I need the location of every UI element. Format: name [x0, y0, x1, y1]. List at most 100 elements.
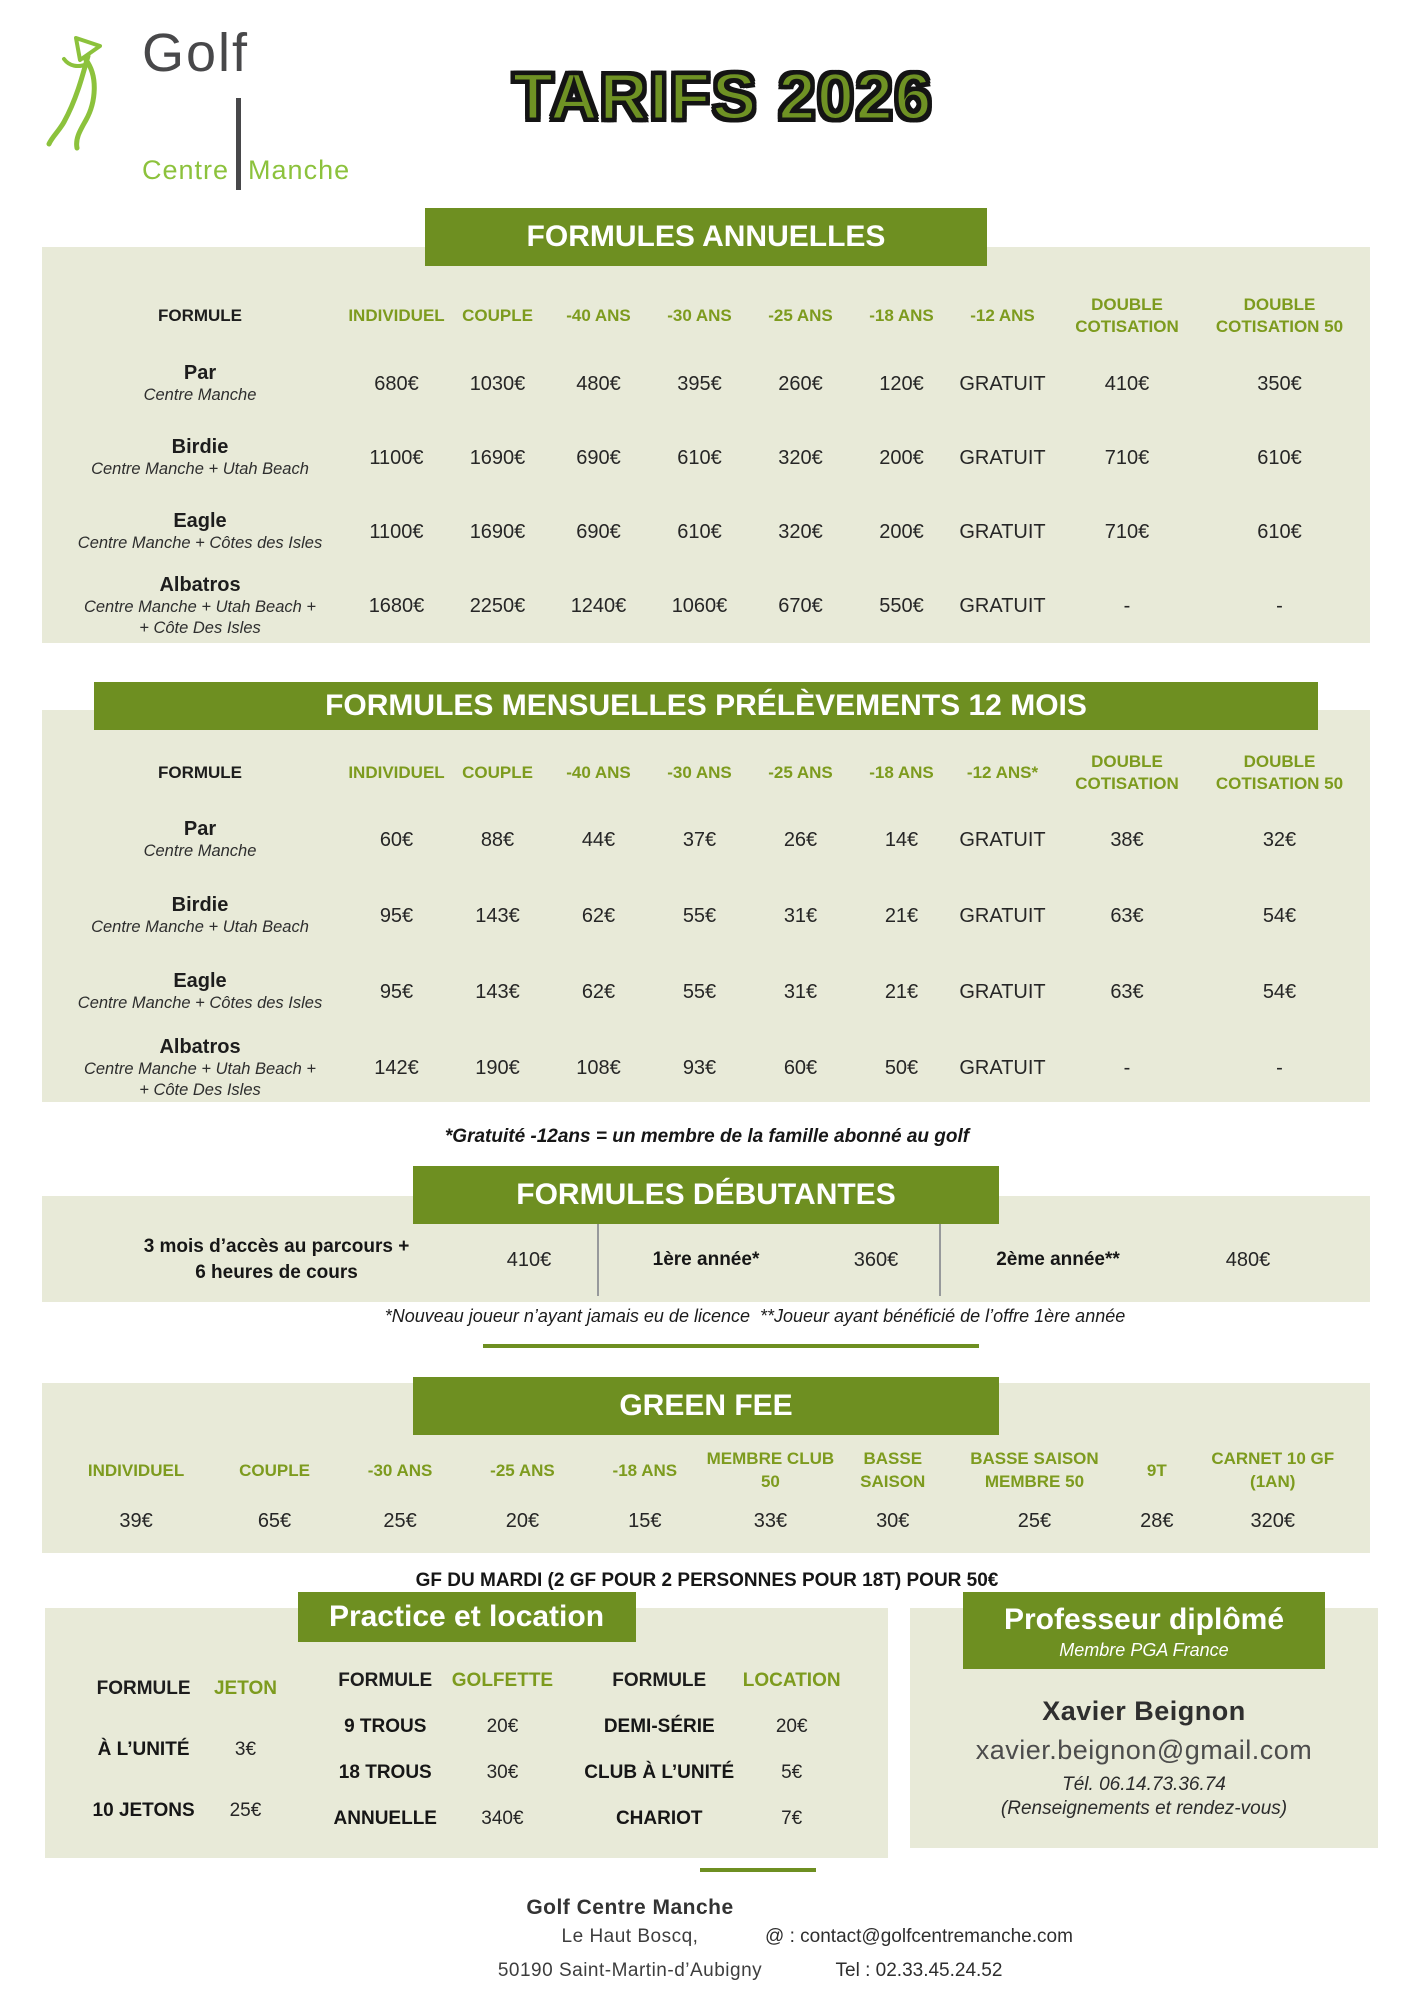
price-cell: -: [1123, 1056, 1131, 1079]
price-cell: 395€: [677, 372, 722, 395]
footer-address-1: Le Haut Boscq,: [561, 1926, 699, 1947]
price-cell: GRATUIT: [959, 1056, 1046, 1079]
price-cell: 610€: [677, 520, 722, 543]
section-greenfee: GREEN FEE INDIVIDUEL COUPLE -30 ANS -25 ANS…: [42, 1377, 1370, 1553]
column-header: -12 ANS: [970, 305, 1035, 325]
price-cell: GRATUIT: [959, 828, 1046, 851]
price-cell: 1690€: [469, 446, 526, 469]
greenfee-header: BASSE SAISON: [860, 1449, 926, 1491]
price-cell: GRATUIT: [959, 520, 1046, 543]
section-professor: Professeur diplômé Membre PGA France Xav…: [910, 1592, 1378, 1848]
column-header: DOUBLE COTISATION 50: [1215, 294, 1344, 336]
debutante-label: 1ère année*: [652, 1249, 760, 1271]
professor-note: (Renseignements et rendez-vous): [1000, 1798, 1288, 1819]
price-cell: 320€: [778, 446, 823, 469]
practice-item-label: CLUB À L’UNITÉ: [584, 1762, 735, 1783]
greenfee-price: 33€: [753, 1509, 788, 1532]
practice-tables: FORMULE JETON À L’UNITÉ 3€ 10 JETONS 25€ FORMU…: [45, 1608, 888, 1830]
debutante-label: 3 mois d’accès au parcours + 6 heures de…: [143, 1236, 410, 1283]
debutantes-row: 3 mois d’accès au parcours + 6 heures de…: [92, 1202, 1321, 1296]
price-cell: -: [1276, 1056, 1283, 1079]
formula-subtitle: Centre Manche + Côtes des Isles: [77, 994, 323, 1013]
column-header: -25 ANS: [768, 305, 833, 325]
formula-name: Birdie: [171, 894, 229, 917]
price-cell: 143€: [475, 904, 520, 927]
greenfee-price: 25€: [1017, 1509, 1052, 1532]
monthly-banner: FORMULES MENSUELLES PRÉLÈVEMENTS 12 MOIS: [94, 682, 1318, 730]
formula-label: Albatros Centre Manche + Utah Beach + + C…: [54, 569, 346, 643]
professor-banner-title: Professeur diplômé: [1003, 1603, 1285, 1636]
debutante-divider: [596, 1224, 599, 1296]
greenfee-header: 9T: [1146, 1460, 1167, 1480]
price-cell: 1030€: [469, 372, 526, 395]
price-cell: 21€: [884, 980, 919, 1003]
formula-name: Eagle: [173, 510, 227, 533]
formula-subtitle: Centre Manche: [143, 842, 257, 861]
formula-label: Eagle Centre Manche + Côtes des Isles: [54, 954, 346, 1030]
price-cell: GRATUIT: [959, 372, 1046, 395]
greenfee-header: -25 ANS: [490, 1460, 555, 1480]
price-cell: 1240€: [570, 594, 627, 617]
price-cell: 95€: [379, 904, 414, 927]
column-header: -40 ANS: [566, 305, 631, 325]
price-cell: 1690€: [469, 520, 526, 543]
price-cell: 26€: [783, 828, 818, 851]
price-cell: 690€: [576, 446, 621, 469]
column-header: -12 ANS*: [966, 762, 1039, 782]
greenfee-price: 65€: [257, 1509, 292, 1532]
greenfee-banner: GREEN FEE: [413, 1377, 999, 1435]
price-cell: 60€: [783, 1056, 818, 1079]
greenfee-header: CARNET 10 GF (1AN): [1211, 1449, 1335, 1491]
practice-item-price: 3€: [234, 1738, 257, 1760]
price-cell: 610€: [1257, 520, 1302, 543]
practice-header-value: LOCATION: [742, 1670, 841, 1691]
price-cell: 88€: [480, 828, 515, 851]
column-header: FORMULE: [157, 305, 243, 325]
practice-item-label: À L’UNITÉ: [97, 1738, 190, 1760]
practice-table: FORMULE GOLFETTE 9 TROUS 20€ 18 TROUS 30€ ANNU…: [319, 1670, 554, 1830]
practice-header-label: FORMULE: [612, 1670, 707, 1691]
price-cell: 1680€: [368, 594, 425, 617]
price-cell: 63€: [1110, 980, 1144, 1003]
debutante-divider: [938, 1224, 941, 1296]
debutante-label: 2ème année**: [996, 1249, 1120, 1271]
price-cell: 31€: [783, 980, 818, 1003]
formula-label: Par Centre Manche: [54, 802, 346, 878]
formula-name: Par: [183, 818, 217, 841]
greenfee-price: 25€: [383, 1509, 417, 1532]
practice-item-label: CHARIOT: [615, 1808, 703, 1829]
logo-text-centre: Centre: [142, 155, 230, 185]
greenfee-price: 15€: [628, 1509, 662, 1532]
professor-content: Xavier Beignon xavier.beignon@gmail.com …: [910, 1608, 1378, 1820]
column-header: -40 ANS: [566, 762, 631, 782]
debutante-price: 480€: [1225, 1248, 1271, 1271]
formula-name: Par: [183, 362, 217, 385]
price-cell: 142€: [374, 1056, 419, 1079]
price-cell: 670€: [778, 594, 823, 617]
practice-header-value: JETON: [213, 1677, 277, 1699]
price-cell: 54€: [1262, 980, 1297, 1003]
formula-label: Birdie Centre Manche + Utah Beach: [54, 421, 346, 495]
price-cell: 55€: [682, 904, 717, 927]
logo-text-manche: Manche: [248, 155, 351, 185]
price-cell: 710€: [1104, 520, 1150, 543]
price-cell: 410€: [1104, 372, 1150, 395]
practice-header-label: FORMULE: [96, 1677, 191, 1699]
price-cell: 610€: [1257, 446, 1302, 469]
formula-label: Eagle Centre Manche + Côtes des Isles: [54, 495, 346, 569]
formula-label: Par Centre Manche: [54, 347, 346, 421]
price-cell: 1060€: [671, 594, 728, 617]
greenfee-price: 28€: [1140, 1509, 1174, 1532]
debutantes-banner: FORMULES DÉBUTANTES: [413, 1166, 999, 1224]
page-title: TARIFS 2026: [511, 58, 934, 135]
price-cell: 1100€: [369, 446, 424, 469]
practice-header-label: FORMULE: [338, 1670, 433, 1691]
price-cell: GRATUIT: [959, 446, 1046, 469]
price-cell: -: [1276, 594, 1283, 617]
logo-line2: Centre Manche: [142, 98, 351, 190]
footer-email: @ : contact@golfcentremanche.com: [765, 1926, 1073, 1947]
price-cell: 44€: [581, 828, 616, 851]
price-cell: 108€: [576, 1056, 621, 1079]
formula-subtitle: Centre Manche: [143, 386, 257, 405]
